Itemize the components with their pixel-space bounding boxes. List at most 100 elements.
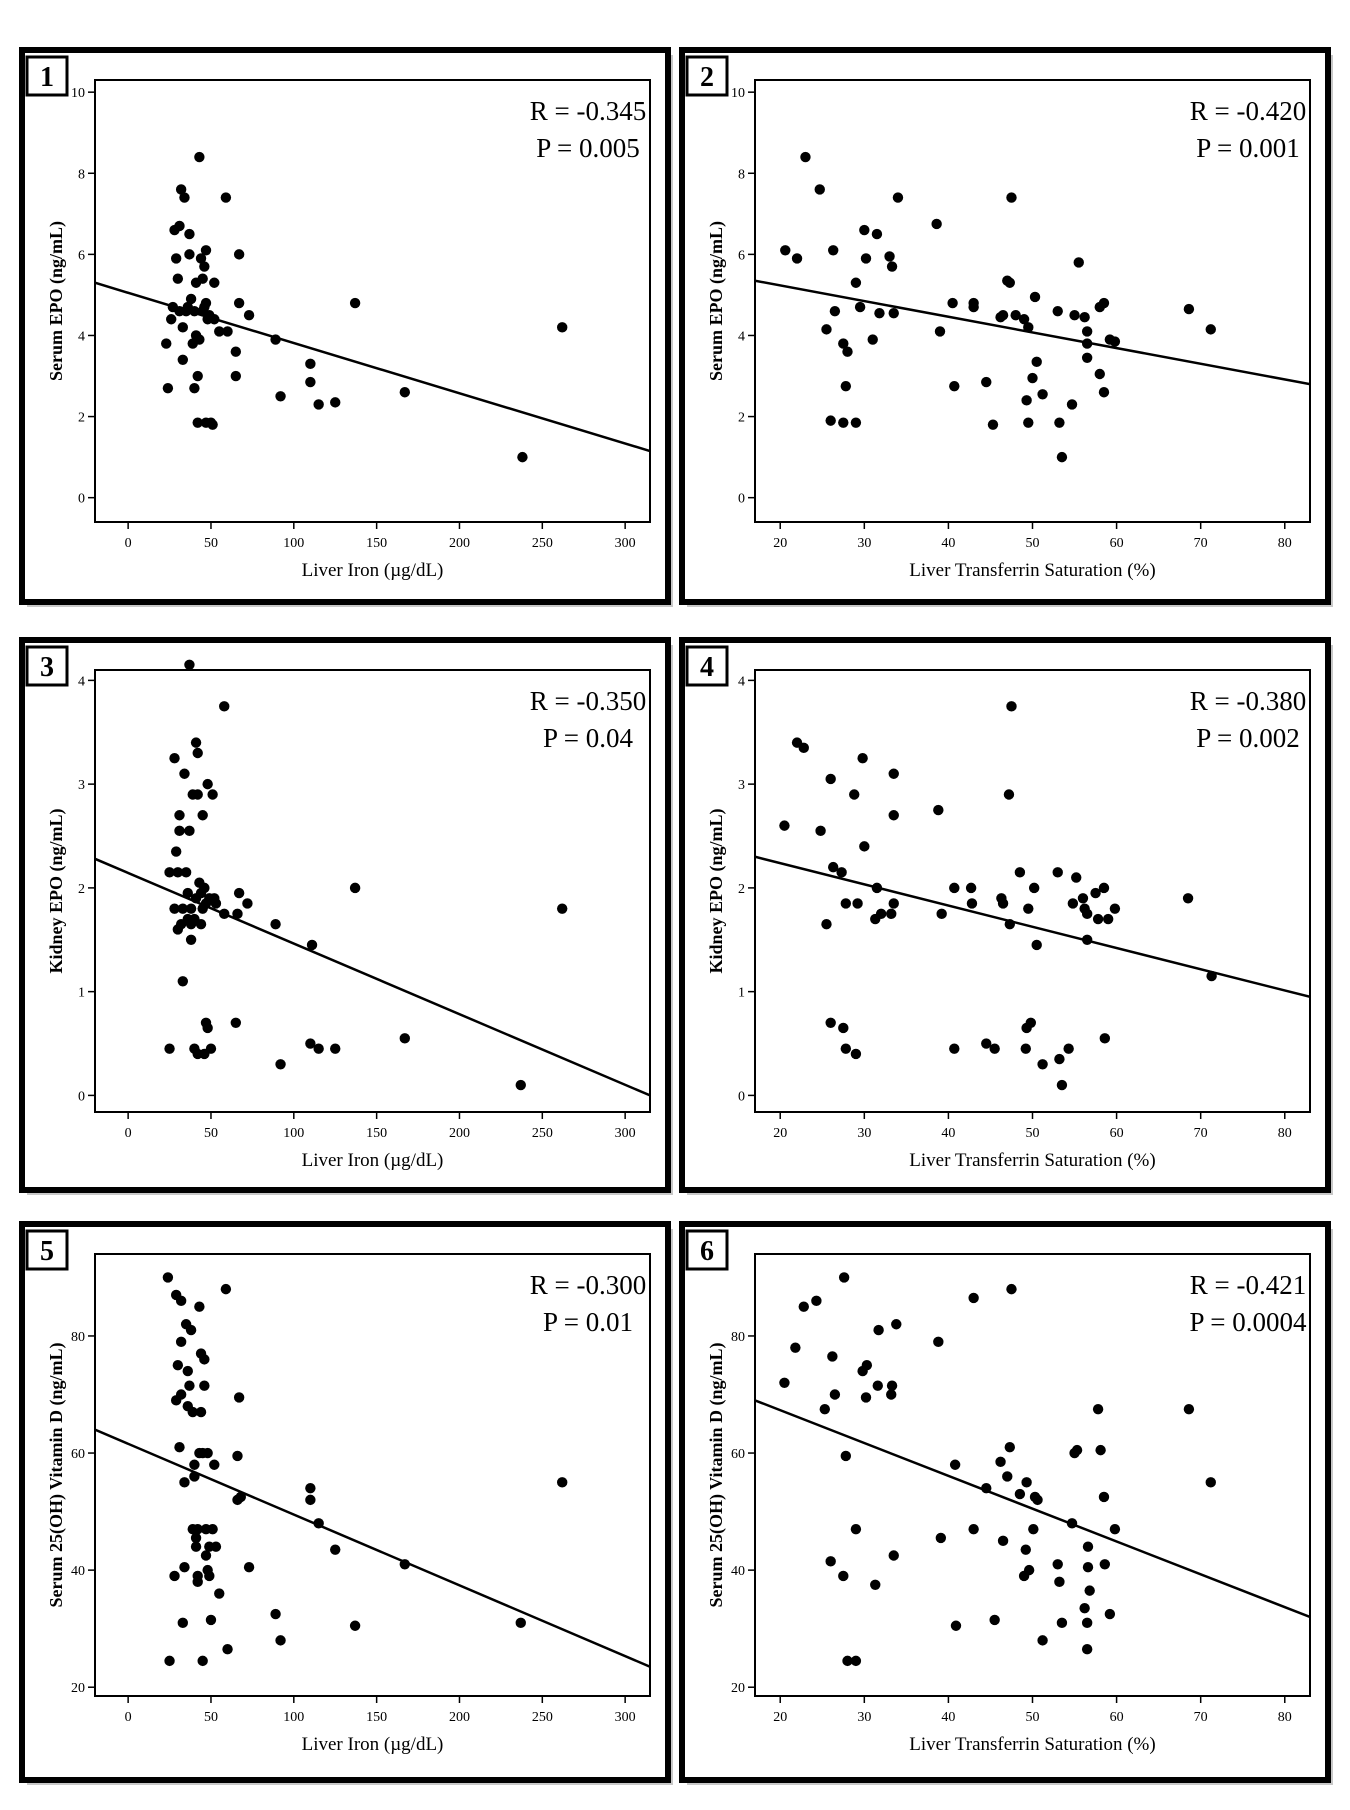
stat-r-value: R = -0.350 — [530, 686, 646, 716]
data-point — [275, 1059, 286, 1070]
panel-number: 2 — [700, 62, 714, 93]
data-point — [399, 1033, 411, 1044]
data-point — [1037, 1059, 1048, 1070]
data-point — [886, 1389, 897, 1400]
data-point — [1081, 326, 1093, 337]
x-tick-label: 50 — [204, 1126, 218, 1141]
data-point — [791, 253, 803, 264]
data-point — [230, 346, 242, 357]
data-point — [197, 273, 208, 284]
data-point — [1098, 1491, 1110, 1503]
data-point — [207, 1523, 218, 1535]
data-point — [1063, 1043, 1074, 1054]
data-point — [798, 742, 809, 754]
data-point — [192, 417, 203, 428]
data-point — [825, 1017, 836, 1028]
y-tick-label: 0 — [78, 1089, 85, 1104]
data-point — [202, 1447, 213, 1459]
data-point — [399, 387, 411, 398]
data-point — [517, 451, 528, 463]
y-tick-label: 1 — [78, 986, 85, 1001]
y-axis-label: Serum 25(OH) Vitamin D (ng/mL) — [706, 1343, 727, 1608]
stat-r-value: R = -0.380 — [1190, 686, 1306, 716]
data-point — [275, 1635, 286, 1646]
data-point — [1056, 1617, 1068, 1629]
data-point — [840, 380, 852, 392]
chart-panel-2: 2 20 30 40 50 60 70 80 0 2 4 6 8 10 Liver Transferrin … — [679, 47, 1333, 607]
panel-number-box — [25, 645, 69, 687]
data-point — [1004, 277, 1015, 288]
x-tick-label: 50 — [204, 536, 218, 551]
data-point — [172, 1360, 184, 1371]
data-point — [164, 867, 175, 878]
stat-p-value: P = 0.002 — [1196, 723, 1300, 753]
data-point — [1056, 451, 1068, 463]
x-tick-label: 20 — [773, 1126, 787, 1141]
y-tick-label: 0 — [78, 492, 85, 507]
y-tick-label: 4 — [738, 329, 745, 344]
x-axis-label: Liver Iron (µg/dL) — [302, 1150, 444, 1171]
x-tick-label: 100 — [283, 536, 304, 551]
data-point — [1067, 898, 1079, 909]
data-point — [935, 1532, 947, 1544]
data-point — [1099, 1033, 1111, 1044]
y-tick-label: 10 — [731, 86, 745, 101]
panel-frame — [19, 637, 671, 1193]
y-tick-label: 20 — [731, 1681, 745, 1696]
data-point — [1010, 309, 1021, 321]
x-tick-label: 200 — [449, 536, 470, 551]
data-point — [1183, 303, 1195, 315]
data-point — [884, 251, 895, 262]
panel-number: 4 — [700, 652, 714, 683]
x-tick-label: 0 — [125, 536, 132, 551]
data-point — [779, 820, 790, 831]
data-point — [1073, 257, 1084, 268]
data-point — [871, 228, 883, 240]
data-point — [306, 939, 318, 951]
data-point — [177, 1617, 189, 1629]
data-point — [177, 354, 189, 365]
plot-area — [94, 1253, 651, 1697]
y-tick-label: 2 — [78, 411, 85, 426]
x-tick-label: 300 — [615, 1126, 636, 1141]
data-point — [1023, 417, 1034, 428]
data-point — [349, 882, 361, 894]
chart-panel-6: 6 20 30 40 50 60 70 80 20 40 60 80 Liver Transferrin… — [679, 1221, 1333, 1785]
data-point — [989, 1614, 1000, 1626]
panel-frame — [679, 637, 1331, 1193]
data-point — [1104, 1608, 1116, 1620]
stat-r-value: R = -0.420 — [1190, 96, 1306, 126]
data-point — [842, 346, 853, 357]
data-point — [995, 1456, 1006, 1468]
data-point — [330, 1544, 341, 1555]
x-tick-label: 80 — [1278, 1710, 1292, 1725]
data-point — [209, 277, 220, 288]
data-point — [219, 701, 230, 712]
data-point — [233, 297, 245, 309]
plot-area — [94, 79, 651, 523]
data-point — [936, 908, 947, 920]
x-tick-label: 30 — [857, 1126, 871, 1141]
data-point — [838, 1022, 849, 1034]
y-axis-label: Kidney EPO (ng/mL) — [46, 808, 67, 973]
data-point — [207, 419, 218, 430]
regression-line — [755, 855, 1310, 999]
data-point — [1031, 356, 1042, 368]
y-tick-label: 6 — [78, 248, 85, 263]
data-point — [243, 309, 255, 321]
x-tick-label: 150 — [366, 536, 387, 551]
y-tick-label: 40 — [731, 1564, 745, 1579]
data-point — [177, 903, 189, 914]
x-tick-label: 40 — [941, 1126, 955, 1141]
data-point — [164, 1043, 175, 1054]
chart-panel-4: 4 20 30 40 50 60 70 80 0 1 2 3 4 Liver Transferrin Sa… — [679, 637, 1333, 1195]
data-point — [172, 867, 184, 878]
data-point — [230, 370, 242, 382]
data-point — [825, 415, 836, 426]
data-point — [836, 867, 847, 878]
x-tick-label: 30 — [857, 536, 871, 551]
data-point — [981, 1482, 992, 1494]
data-point — [192, 789, 203, 800]
x-tick-label: 0 — [125, 1126, 132, 1141]
panel-number: 6 — [700, 1236, 714, 1267]
